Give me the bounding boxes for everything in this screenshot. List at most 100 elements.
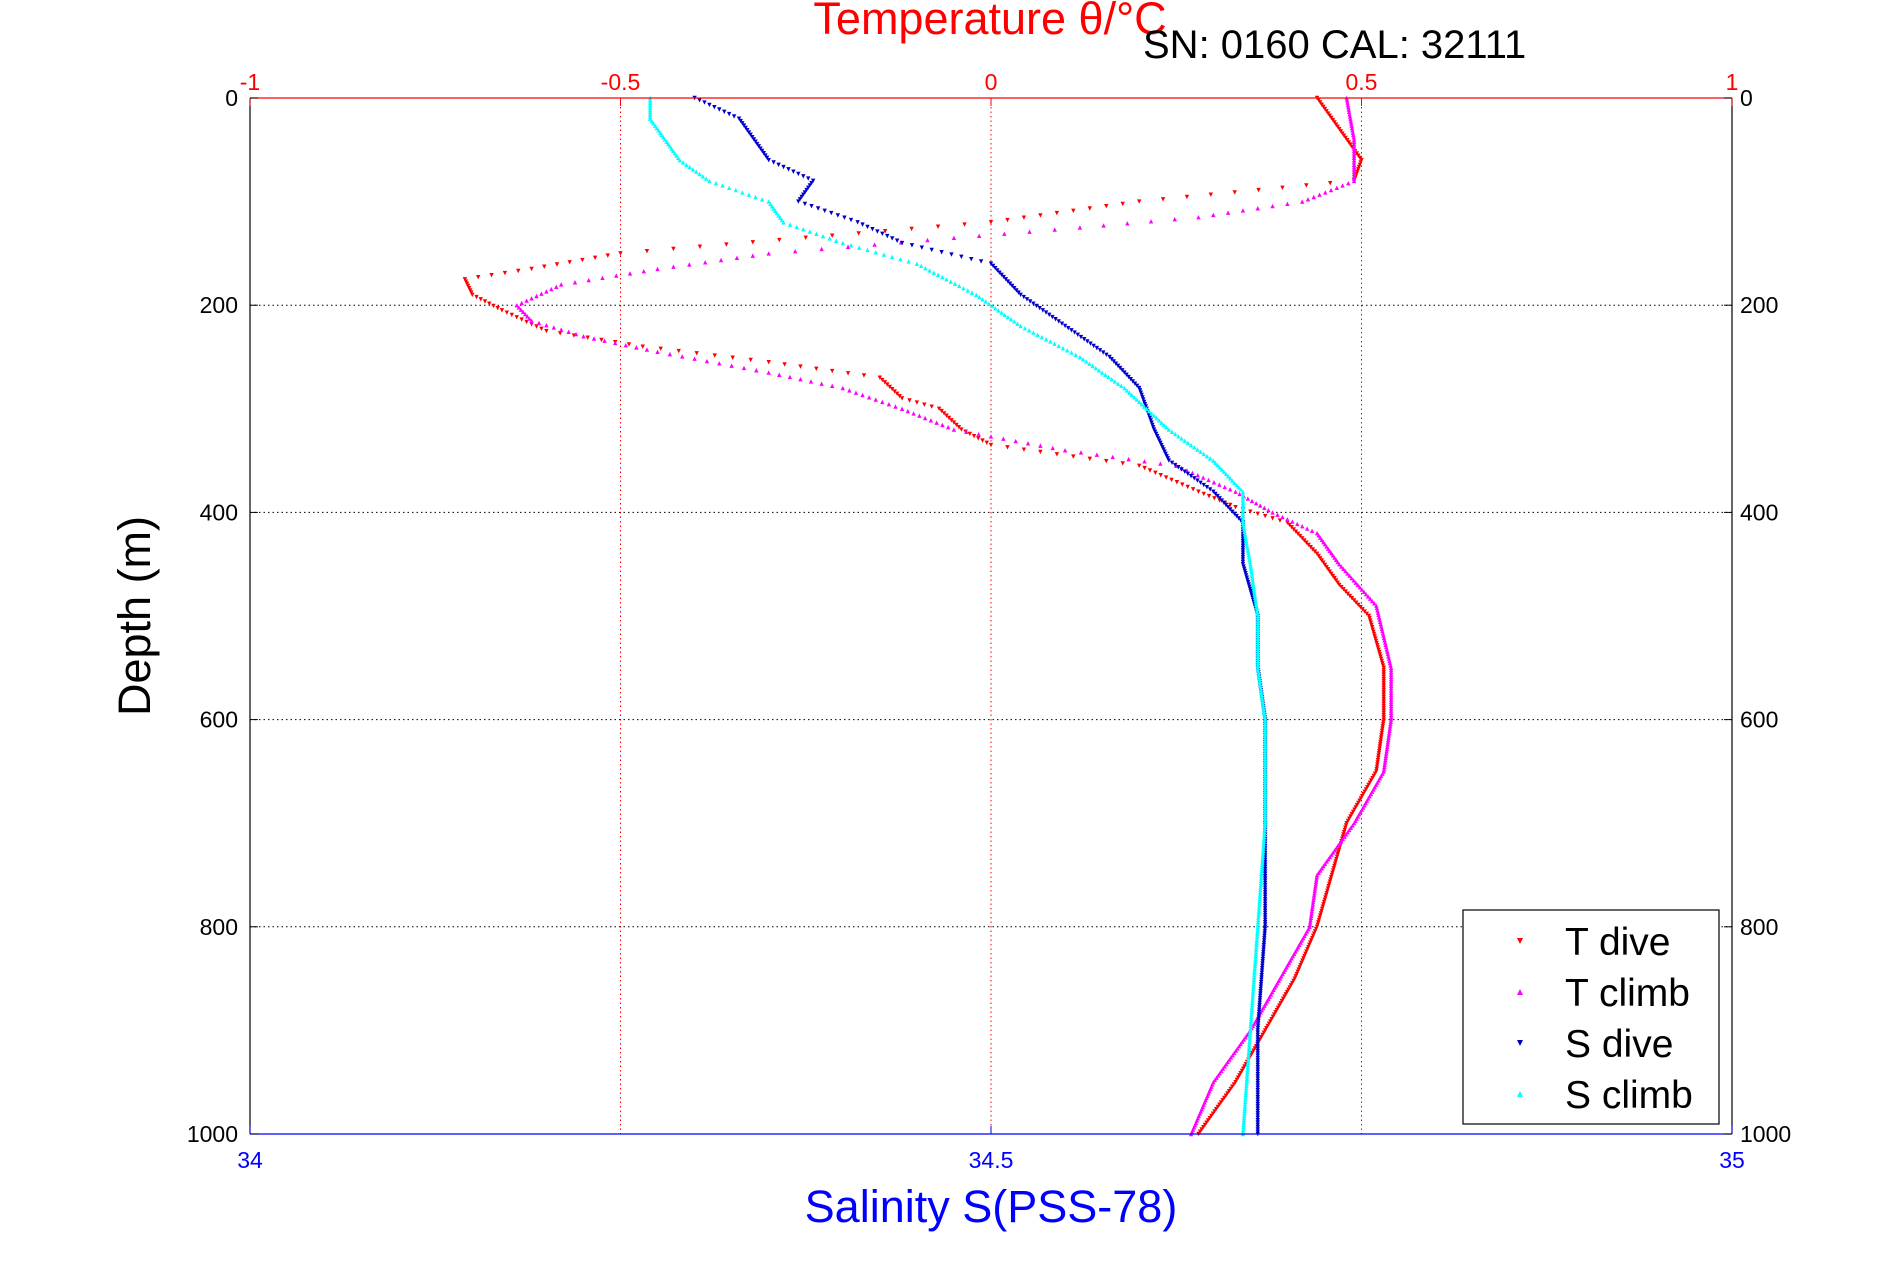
data-point	[1223, 471, 1229, 477]
data-point	[935, 272, 941, 278]
data-point	[798, 377, 803, 382]
data-point	[1038, 449, 1043, 455]
data-point	[1388, 721, 1393, 727]
data-point	[1376, 612, 1381, 618]
data-point	[712, 353, 717, 358]
data-point	[1201, 482, 1206, 488]
data-point	[1375, 757, 1381, 763]
data-point	[1377, 619, 1383, 624]
data-point	[1296, 967, 1301, 972]
data-point	[1140, 395, 1145, 400]
data-point	[502, 270, 508, 276]
data-point	[808, 379, 814, 384]
data-point	[1234, 1077, 1240, 1083]
data-point	[1247, 584, 1252, 589]
data-point	[1260, 954, 1266, 959]
data-point	[776, 162, 781, 167]
data-point	[1337, 582, 1342, 588]
data-point	[1149, 411, 1154, 416]
data-point	[1052, 341, 1057, 346]
data-point	[1262, 740, 1268, 745]
data-point	[1302, 538, 1307, 543]
data-point	[1381, 683, 1386, 689]
data-point	[1262, 864, 1268, 870]
data-point	[1388, 703, 1394, 709]
data-point	[1259, 869, 1264, 874]
data-point	[1251, 975, 1257, 980]
data-point	[1379, 733, 1384, 738]
data-point	[1255, 1078, 1260, 1084]
data-point	[1038, 443, 1043, 448]
data-point	[1255, 622, 1260, 628]
data-point	[1077, 225, 1083, 230]
data-point	[1384, 746, 1390, 752]
data-point	[1255, 1113, 1260, 1118]
data-point	[1240, 520, 1246, 525]
data-point	[1349, 121, 1354, 126]
data-point	[1245, 545, 1250, 551]
data-point	[1153, 470, 1158, 476]
data-point	[1377, 652, 1383, 657]
data-point	[1259, 979, 1264, 985]
data-point	[1381, 688, 1386, 693]
data-point	[806, 176, 811, 181]
data-point	[741, 365, 747, 371]
data-point	[677, 157, 682, 163]
data-point	[1208, 192, 1214, 197]
data-point	[1351, 162, 1357, 167]
data-point	[1378, 654, 1383, 659]
data-point	[1305, 197, 1311, 202]
data-point	[499, 308, 505, 313]
data-point	[1207, 456, 1213, 461]
data-point	[1048, 339, 1053, 344]
data-point	[1381, 706, 1386, 711]
data-point	[781, 164, 786, 170]
data-point	[1262, 786, 1268, 791]
data-point	[1246, 1046, 1252, 1052]
data-point	[1255, 1051, 1260, 1056]
data-point	[1319, 908, 1324, 914]
data-point	[1176, 433, 1181, 439]
data-point	[1384, 647, 1389, 652]
data-point	[1375, 762, 1380, 767]
data-point	[666, 141, 671, 147]
data-point	[1228, 502, 1233, 508]
data-point	[1388, 710, 1394, 716]
data-point	[931, 270, 937, 275]
data-point	[1262, 768, 1268, 773]
data-point	[1210, 1111, 1216, 1116]
data-point	[1258, 993, 1263, 999]
data-point	[1255, 658, 1260, 664]
top-tick-label: 0.5	[1346, 69, 1378, 95]
data-point	[1162, 449, 1167, 454]
data-point	[1060, 345, 1066, 351]
data-point	[1255, 631, 1260, 637]
data-point	[1255, 1062, 1260, 1068]
data-point	[860, 222, 865, 227]
data-point	[1327, 113, 1332, 118]
data-point	[1138, 390, 1144, 395]
data-point	[1038, 213, 1043, 218]
data-point	[1256, 908, 1262, 913]
data-point	[656, 128, 661, 133]
data-point	[1212, 496, 1217, 501]
data-point	[1381, 672, 1386, 677]
data-point	[1322, 106, 1328, 112]
data-point	[731, 114, 737, 119]
data-point	[1370, 598, 1375, 604]
data-point	[1087, 456, 1092, 462]
data-point	[1325, 111, 1331, 116]
data-point	[1314, 551, 1320, 557]
data-point	[1255, 634, 1260, 639]
data-point	[1243, 571, 1248, 576]
data-point	[1255, 1032, 1260, 1038]
data-point	[539, 326, 544, 331]
data-point	[809, 180, 814, 186]
data-point	[1157, 438, 1162, 443]
data-point	[1310, 906, 1315, 911]
data-point	[1262, 915, 1268, 920]
data-point	[1269, 1016, 1274, 1022]
data-point	[1260, 1032, 1265, 1038]
data-point	[641, 268, 646, 274]
data-point	[1244, 1074, 1250, 1079]
